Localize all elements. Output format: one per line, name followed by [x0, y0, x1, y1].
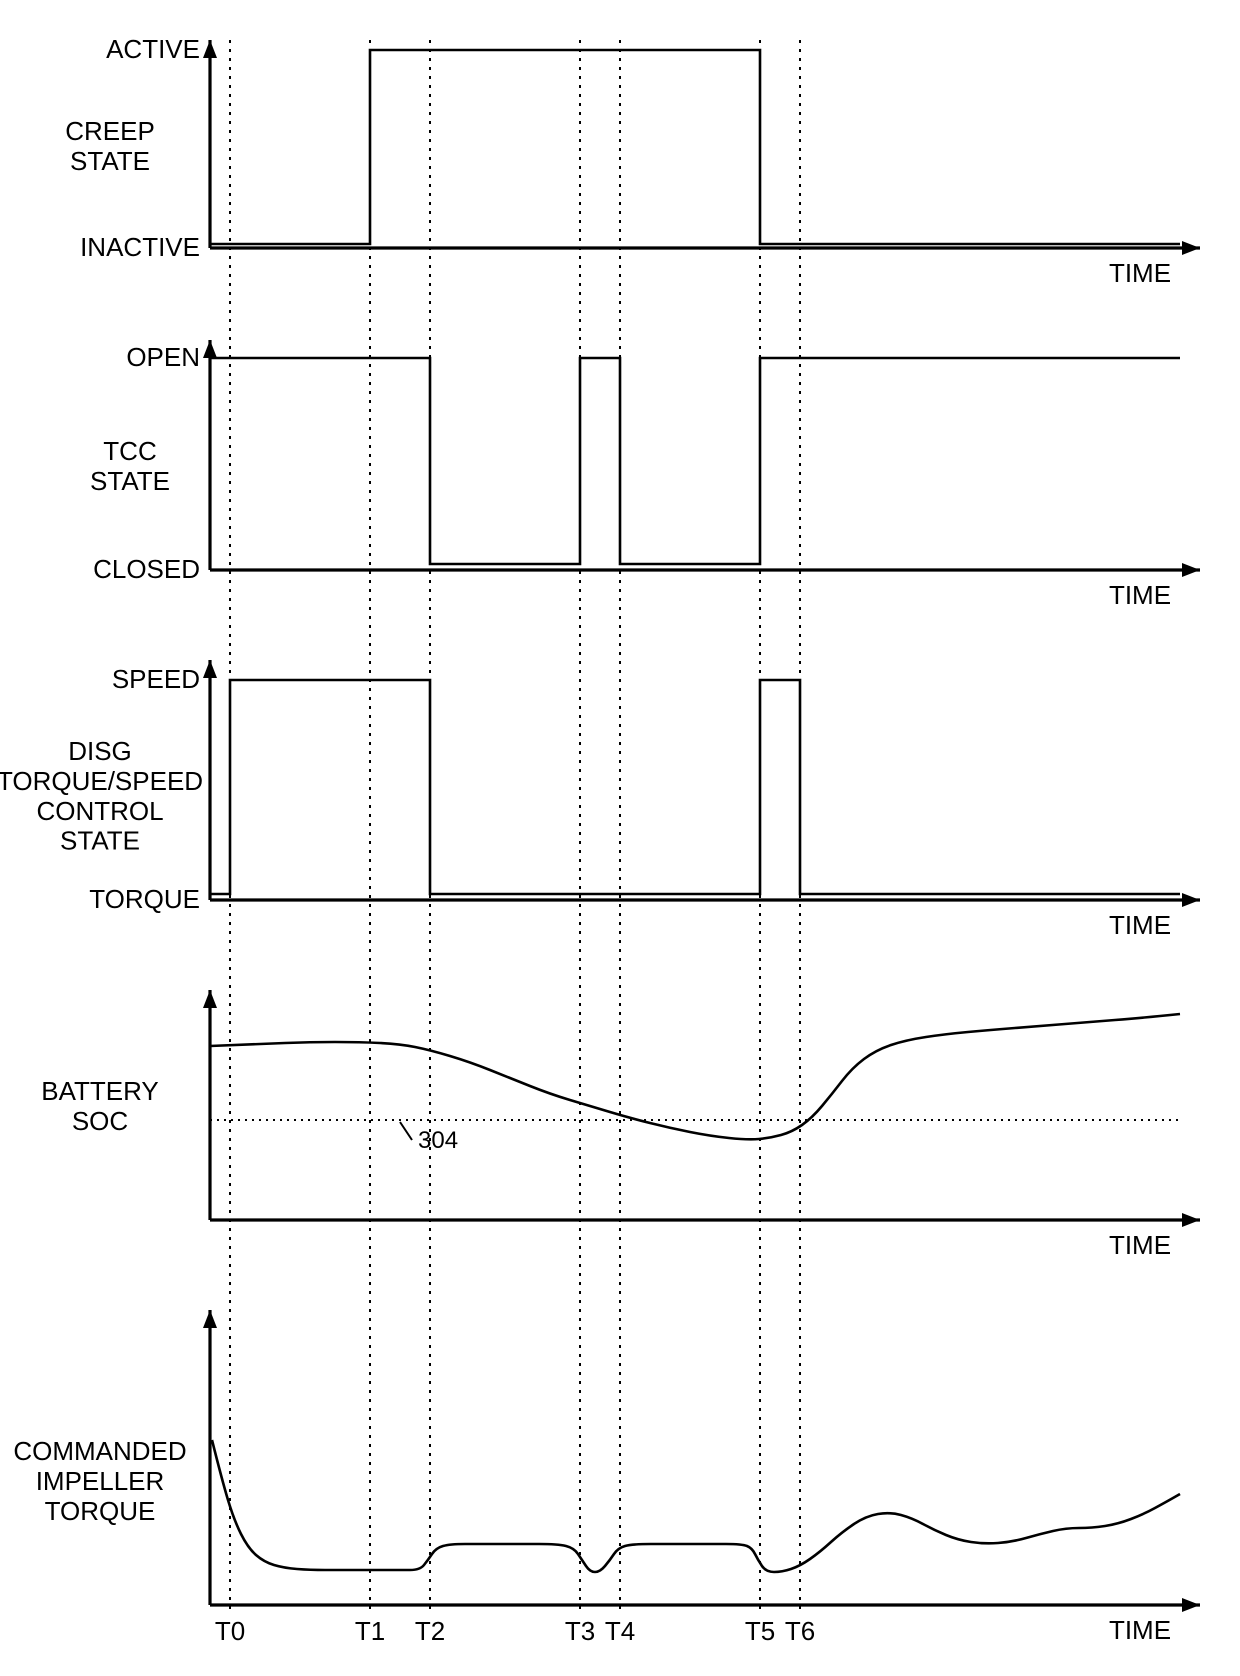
y-level-label: ACTIVE [106, 34, 200, 64]
signal-trace [210, 50, 1180, 244]
signal-trace [210, 358, 1180, 564]
tcc_state [210, 358, 1180, 564]
time-axis-label: TIME [1109, 1230, 1171, 1260]
time-axis-label: TIME [1109, 1615, 1171, 1645]
time-axis-label: TIME [1109, 580, 1171, 610]
y-level-label: TORQUE [89, 884, 200, 914]
time-marker-label: T1 [355, 1616, 385, 1646]
signal-trace [210, 680, 1180, 894]
plot-title: SOC [72, 1106, 128, 1136]
reference-leader [400, 1122, 412, 1140]
signal-trace [212, 1440, 1180, 1572]
plot-title: CONTROL [36, 796, 163, 826]
plot-title: CREEP [65, 116, 155, 146]
time-marker-label: T3 [565, 1616, 595, 1646]
plot-title: STATE [70, 146, 150, 176]
timing-diagram: T0T1T2T3T4T5T6TIMECREEPSTATEACTIVEINACTI… [0, 0, 1240, 1676]
plot-title: BATTERY [41, 1076, 159, 1106]
time-axis-label: TIME [1109, 910, 1171, 940]
time-axis-label: TIME [1109, 258, 1171, 288]
time-marker-label: T2 [415, 1616, 445, 1646]
plot-title: TORQUE [45, 1496, 156, 1526]
plot-title: IMPELLER [36, 1466, 165, 1496]
reference-label: 304 [418, 1127, 458, 1154]
y-level-label: OPEN [126, 342, 200, 372]
plot-title: TORQUE/SPEED [0, 766, 203, 796]
plot-title: STATE [60, 826, 140, 856]
impeller_torque [212, 1440, 1180, 1572]
plot-title: STATE [90, 466, 170, 496]
time-marker-label: T0 [215, 1616, 245, 1646]
y-level-label: CLOSED [93, 554, 200, 584]
plot-title: TCC [103, 436, 156, 466]
time-marker-label: T5 [745, 1616, 775, 1646]
plot-title: DISG [68, 736, 132, 766]
y-level-label: INACTIVE [80, 232, 200, 262]
plot-title: COMMANDED [13, 1436, 186, 1466]
time-marker-label: T6 [785, 1616, 815, 1646]
y-level-label: SPEED [112, 664, 200, 694]
creep_state [210, 50, 1180, 244]
disg_state [210, 680, 1180, 894]
time-marker-label: T4 [605, 1616, 635, 1646]
battery_soc [210, 1014, 1180, 1140]
